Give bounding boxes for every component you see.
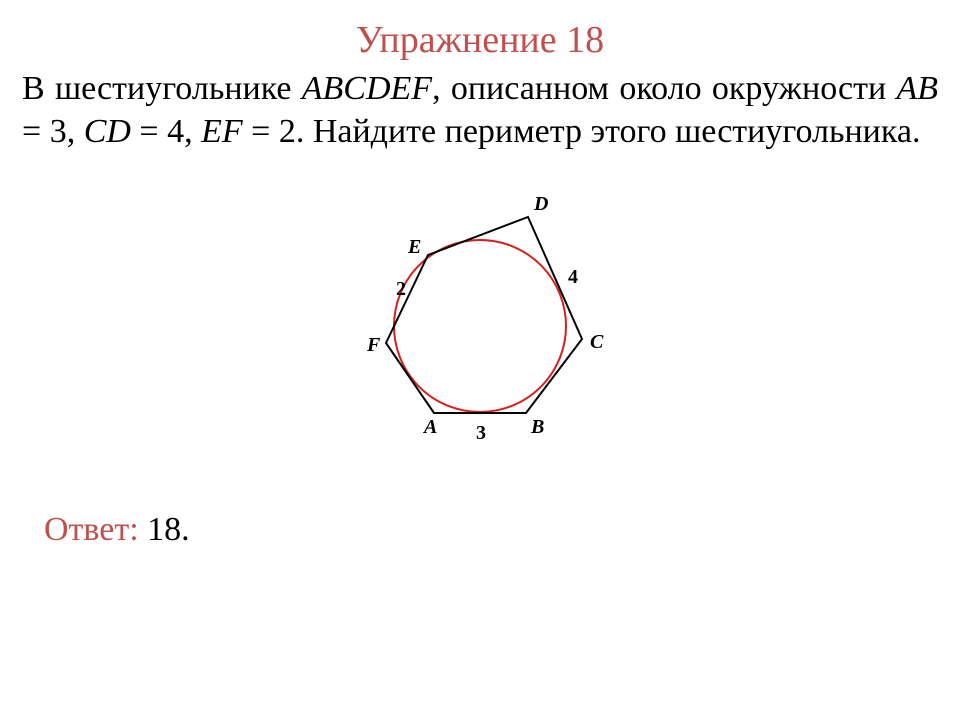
side-label-ef: 2: [396, 278, 406, 300]
vertex-label-b: B: [530, 416, 544, 438]
text-fragment: ,: [67, 113, 84, 150]
answer-label: Ответ:: [44, 511, 147, 548]
exercise-title: Упражнение 18: [22, 18, 938, 62]
vertex-label-c: C: [590, 331, 604, 353]
text-fragment: =: [243, 113, 279, 150]
vertex-label-d: D: [533, 193, 548, 215]
text-fragment: ,: [184, 113, 201, 150]
side-value: 2: [279, 113, 296, 150]
hexagon-figure: A B C D E F 3 4 2: [320, 171, 640, 469]
side-label-cd: 4: [568, 266, 578, 288]
side-name: AB: [896, 70, 938, 107]
text-fragment: В шестиугольнике: [22, 70, 302, 107]
text-fragment: . Найдите периметр этого шестиугольника.: [296, 113, 921, 150]
answer-value: 18.: [147, 511, 190, 548]
vertex-label-a: A: [422, 416, 437, 438]
text-fragment: , описанном около окружности: [432, 70, 896, 107]
hexagon-name: ABCDEF: [302, 70, 432, 107]
vertex-label-f: F: [366, 334, 381, 356]
side-value: 3: [50, 113, 67, 150]
text-fragment: =: [131, 113, 167, 150]
side-value: 4: [167, 113, 184, 150]
side-name: EF: [201, 113, 243, 150]
vertex-label-e: E: [407, 236, 421, 258]
side-name: CD: [84, 113, 131, 150]
answer-line: Ответ: 18.: [44, 511, 938, 549]
side-label-ab: 3: [476, 422, 486, 444]
text-fragment: =: [22, 113, 50, 150]
problem-statement: В шестиугольнике ABCDEF, описанном около…: [22, 68, 938, 153]
